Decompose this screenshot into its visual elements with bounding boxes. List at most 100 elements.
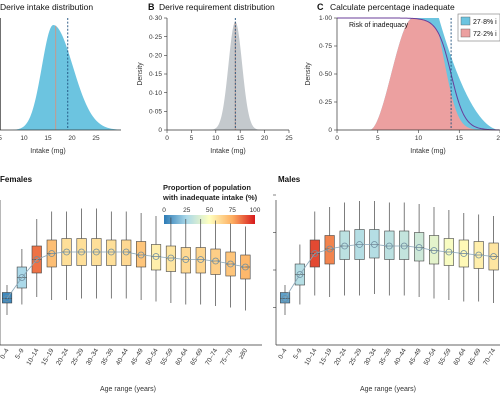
females-mean-point-55–59: [167, 254, 175, 262]
legend-label-inadequate: 72·2% i: [473, 31, 497, 38]
panel-b-ytick-label: 0·10: [149, 90, 162, 97]
females-mean-point-60–64: [182, 256, 190, 263]
panel-c-letter: C: [317, 2, 324, 12]
panel-c-legend: 27·8% i 72·2% i: [457, 13, 500, 42]
males-mean-point-30–34: [370, 241, 378, 248]
females-mean-point-25–29: [78, 248, 85, 256]
panel-b-ylabel: Density: [137, 62, 144, 86]
males-mean-point-5–9: [296, 271, 304, 278]
legend-label-intake: 27·8% i: [473, 19, 497, 26]
legend-swatch-intake: [460, 16, 471, 26]
females-xtick-label: 0–4: [0, 347, 11, 360]
females-xtick-label: 55–59: [160, 347, 175, 366]
females-xtick-label: 10–14: [25, 347, 40, 366]
males-xtick-label: 50–54: [423, 347, 438, 366]
females-xtick-label: 75–79: [219, 347, 234, 366]
colorbar: Proportion of population with inadequate…: [162, 183, 261, 224]
males-xlabel: Age range (years): [360, 386, 416, 393]
males-box-15–19: [324, 235, 335, 265]
females-xtick-label: 35–39: [100, 347, 115, 366]
males-xtick-label: 55–59: [438, 347, 453, 366]
males-mean-point-70–74: [490, 253, 498, 260]
females-xtick-label: 30–34: [85, 347, 100, 366]
females-xtick-label: 20–24: [55, 347, 70, 366]
females-xtick-label: 70–74: [204, 347, 219, 366]
females-box-35–39: [106, 239, 117, 266]
panel-b-letter: B: [148, 2, 155, 12]
panel-b-ytick-label: 0: [158, 127, 162, 134]
colorbar-gradient: [164, 215, 255, 224]
colorbar-title-line2: with inadequate intake (%): [162, 193, 258, 202]
panel-c-inadequate-area: [337, 18, 500, 130]
males-mean-point-25–29: [356, 241, 363, 248]
males-xtick-label: 45–49: [408, 347, 423, 366]
panel-b-xlabel: Intake (mg): [210, 148, 245, 155]
males-mean-point-35–39: [385, 242, 393, 250]
females-mean-point-35–39: [107, 248, 115, 256]
males-mean-point-20–24: [341, 242, 349, 250]
females-xtick-label: 45–49: [130, 347, 145, 366]
panel-c-ytick-label: 0·25: [319, 99, 332, 106]
females-xtick-label: 50–54: [145, 347, 160, 366]
females-xtick-label: 5–9: [14, 347, 26, 360]
females-mean-point-70–74: [212, 257, 220, 265]
males-xtick-label: 0–4: [277, 347, 289, 360]
panel-b: B Derive requirement distribution Densit…: [137, 2, 293, 155]
females-xlabel: Age range (years): [100, 386, 156, 393]
colorbar-tick-0: 0: [162, 207, 166, 214]
females-mean-point-50–54: [152, 253, 160, 260]
panel-c-xtick-label: 10: [415, 135, 423, 142]
males-mean-point-55–59: [445, 248, 453, 256]
panel-a-xtick-10: 10: [20, 135, 28, 142]
females-mean-point-20–24: [63, 248, 70, 256]
females-mean-point-45–49: [137, 251, 145, 259]
males-mean-point-15–19: [326, 245, 334, 253]
colorbar-tick-50: 50: [206, 207, 214, 214]
males-mean-trend-line: [284, 244, 494, 299]
males-mean-point-40–44: [400, 242, 408, 250]
females-mean-point-≥80: [241, 263, 249, 271]
females-mean-point-30–34: [93, 248, 100, 256]
males-xtick-label: 60–64: [452, 347, 467, 366]
panel-b-xtick-label: 15: [237, 135, 245, 142]
panel-c-ylabel: Density: [305, 62, 312, 86]
panel-b-ytick-label: 0·25: [149, 34, 162, 41]
males-mean-point-45–49: [415, 244, 423, 251]
panel-c-ytick-label: 0·75: [319, 43, 332, 50]
panel-c-ytick-label: 1·00: [319, 15, 332, 22]
panel-c-xlabel: Intake (mg): [410, 148, 445, 155]
panel-b-requirement-area: [167, 21, 289, 131]
panel-b-xtick-label: 25: [285, 135, 293, 142]
panel-a-xtick-20: 20: [68, 135, 76, 142]
females-xtick-label: 60–64: [174, 347, 189, 366]
males-xtick-label: 5–9: [292, 347, 304, 360]
females-mean-point-40–44: [122, 248, 130, 256]
colorbar-tick-75: 75: [229, 207, 237, 214]
males-label: Males: [278, 175, 301, 184]
males-xtick-label: 40–44: [393, 347, 408, 366]
females-mean-point-10–14: [33, 256, 41, 263]
panel-c: C Calculate percentage inadequate Densit…: [305, 2, 500, 155]
females-label: Females: [0, 175, 33, 184]
females-boxplot: 0–4 5–9 10–14 15–19 20–24 25–29 30–34 35–39 40–4…: [0, 200, 262, 393]
panel-c-risk-curve: [337, 17, 500, 131]
panel-c-xtick-label: 20: [496, 135, 500, 142]
males-boxplot: 0–4 5–9 10–14 15–19 20–24 25–29 30–34 35–39 40–4…: [273, 194, 500, 393]
females-box-60–64: [180, 247, 191, 274]
males-xtick-label: 70–74: [482, 347, 497, 366]
females-mean-point-5–9: [18, 274, 26, 281]
females-xtick-label: 65–69: [189, 347, 204, 366]
females-mean-point-15–19: [48, 250, 56, 257]
legend-swatch-inadequate: [460, 28, 471, 38]
panel-b-xtick-label: 5: [190, 135, 194, 142]
colorbar-tick-25: 25: [183, 207, 191, 214]
panel-a-intake-area: [0, 25, 121, 130]
males-xtick-label: 35–39: [378, 347, 393, 366]
panel-a-xtick-25: 25: [92, 135, 100, 142]
panel-b-ytick-label: 0·05: [149, 109, 162, 116]
males-mean-point-50–54: [430, 247, 438, 254]
females-xtick-label: 15–19: [40, 347, 55, 366]
males-xtick-label: 65–69: [467, 347, 482, 366]
panel-a-xlabel: Intake (mg): [30, 148, 65, 155]
females-xtick-label: 40–44: [115, 347, 130, 366]
